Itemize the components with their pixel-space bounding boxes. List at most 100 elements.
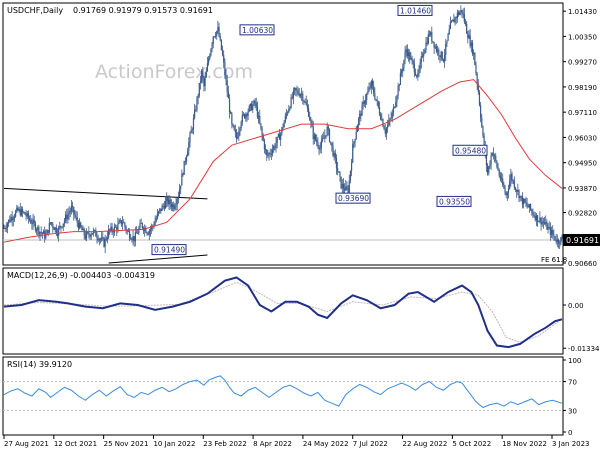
candle-body [403,60,405,69]
symbol-label: USDCHF,Daily [7,6,63,15]
candle-body [3,228,5,229]
candle-body [368,87,370,92]
candle-body [178,189,181,197]
candle-body [296,90,298,92]
candle-body [385,128,388,134]
candle-body [182,173,184,175]
candle-body [156,213,159,219]
candle-body [334,152,336,159]
candle-body [441,51,443,60]
candle-body [170,204,172,208]
candle-body [333,152,335,156]
candle-body [455,17,457,19]
candle-body [24,212,26,215]
candle-body [55,227,57,234]
candle-body [175,204,177,207]
candle-body [160,208,162,211]
candle-body [15,211,17,217]
candle-body [135,232,138,234]
candle-body [275,143,277,148]
candle-body [447,34,449,41]
time-tick-label: 5 Oct 2022 [452,440,491,448]
candle-body [375,99,377,101]
macd-main-line [3,276,563,349]
candle-body [112,231,114,233]
candle-body [199,81,202,83]
candle-body [8,219,10,224]
moving-average [3,79,563,243]
candle-body [260,123,262,129]
candle-body [506,192,508,196]
candle-body [532,211,534,215]
candle-body [516,190,518,192]
candle-body [289,107,291,109]
candle-body [287,112,289,114]
candle-body [104,238,106,247]
candle-body [94,230,96,231]
candle-body [427,34,429,44]
candle-body [185,156,188,162]
candle-body [398,85,400,87]
candle-body [70,205,73,211]
candle-body [225,75,227,81]
candle-body [108,229,110,238]
candle-body [307,108,310,117]
candle-body [430,32,432,35]
time-tick-label: 12 Oct 2021 [54,440,97,448]
candle-body [68,212,70,215]
candle-body [277,134,279,137]
candle-body [359,113,361,119]
candle-body [22,209,24,213]
candle-body [257,115,260,118]
candle-body [132,236,134,240]
candle-body [549,227,551,235]
candle-body [553,234,555,237]
candle-body [559,243,561,245]
candle-body [219,36,221,40]
candle-body [226,80,228,93]
candle-body [202,70,204,78]
candle-body [419,62,421,70]
candle-body [89,234,91,237]
candle-body [302,93,304,101]
candle-body [5,228,7,229]
candle-body [247,111,249,116]
candle-body [394,107,396,108]
candle-body [203,77,205,87]
candle-body [31,223,33,225]
candle-body [123,222,125,224]
candle-body [369,87,371,89]
price-tick-label: 0.99270 [568,59,597,67]
candle-body [116,227,118,230]
candle-body [526,203,528,207]
candle-body [504,188,506,193]
candle-body [51,222,53,224]
candle-body [378,106,381,115]
candle-body [542,221,544,223]
candle-body [53,227,55,230]
candle-body [510,173,512,181]
candle-body [487,165,489,174]
price-tick-label: 0.98190 [568,84,597,92]
price-tick-label: 0.96030 [568,134,597,142]
candle-body [105,238,107,240]
candle-body [20,209,23,216]
candle-body [288,108,290,113]
candle-body [78,222,81,229]
candle-body [440,51,442,58]
candle-body [357,118,360,126]
candle-body [221,49,224,56]
candle-body [161,205,163,211]
candle-body [214,35,217,37]
callout-box [436,195,472,207]
candle-body [87,232,89,233]
candle-body [238,131,240,137]
candle-body [545,221,547,224]
callout-label: 1.01460 [400,6,431,15]
candle-body [126,230,128,232]
candle-body [490,155,492,165]
candle-body [388,120,390,125]
candle-body [271,149,274,154]
candle-body [146,232,148,234]
candle-body [261,128,263,136]
